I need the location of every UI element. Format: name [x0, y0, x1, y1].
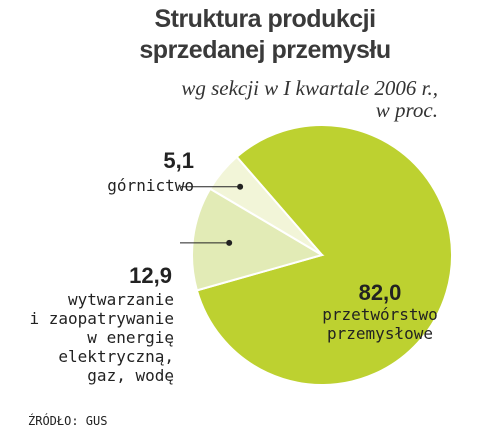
- slice-label-energy-line-4: elektryczną,: [58, 347, 174, 366]
- chart-title-line-1: Struktura produkcji: [154, 5, 376, 33]
- slice-label-energy-line-1: wytwarzanie: [68, 290, 174, 309]
- slice-label-energy-line-2: i zaopatrywanie: [29, 309, 175, 328]
- leader-lines: [180, 183, 244, 246]
- slice-energy: [191, 187, 325, 292]
- chart-subtitle-line-1: wg sekcji w I kwartale 2006 r.,: [181, 76, 438, 100]
- source-note: ŹRÓDŁO: GUS: [28, 414, 108, 428]
- leader-mining-dot: [237, 183, 244, 190]
- slice-label-energy-line-5: gaz, wodę: [87, 366, 174, 385]
- slice-mining: [208, 155, 323, 256]
- slice-manufacturing: [195, 124, 453, 386]
- leader-energy-dot: [226, 239, 233, 246]
- pie-slices: [191, 124, 453, 386]
- slice-value-mining: 5,1: [163, 148, 194, 173]
- slice-value-manufacturing: 82,0: [358, 280, 402, 305]
- slice-value-energy: 12,9: [129, 263, 172, 288]
- slice-label-mining: górnictwo: [107, 176, 194, 195]
- slice-label-energy-line-3: w energię: [87, 328, 174, 347]
- slice-label-manufacturing-line-2: przemysłowe: [327, 324, 433, 343]
- chart-title-line-2: sprzedanej przemysłu: [139, 36, 391, 64]
- chart-subtitle-line-2: w proc.: [375, 98, 438, 122]
- slice-label-manufacturing-line-1: przetwórstwo: [322, 305, 438, 324]
